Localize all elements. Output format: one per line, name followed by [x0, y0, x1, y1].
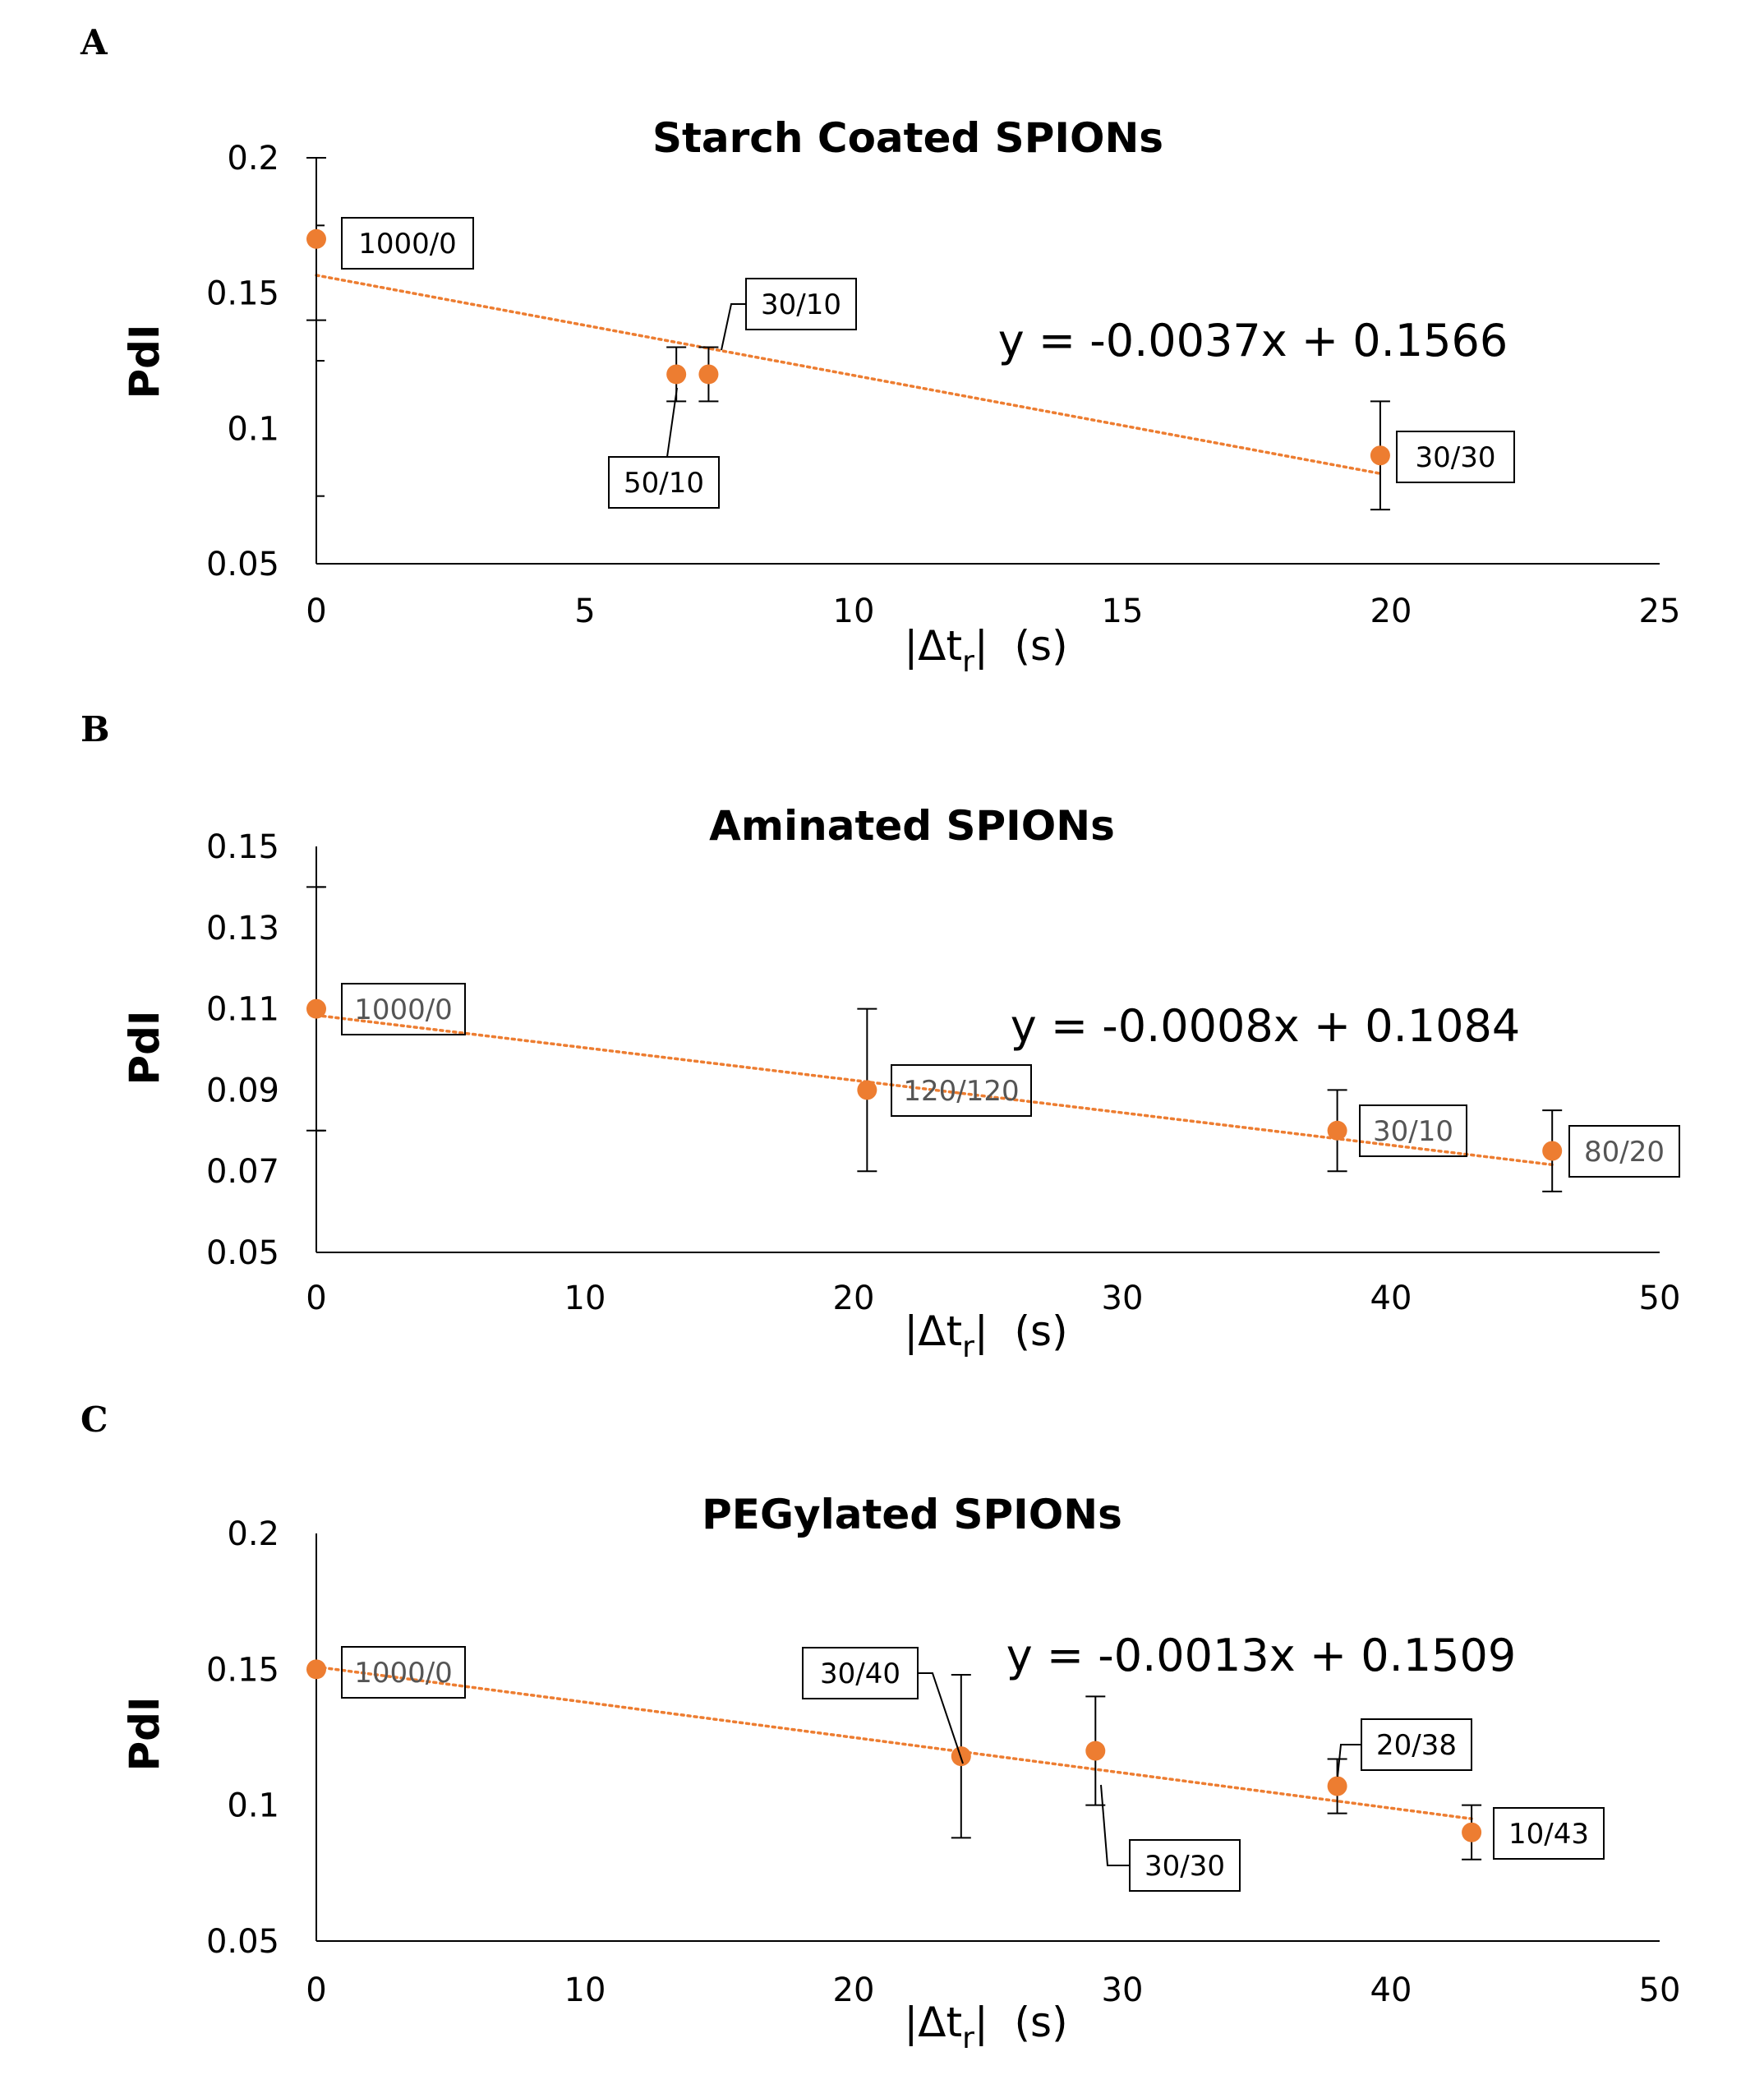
point-label-box: [802, 1647, 919, 1699]
panel-letter-b: B: [81, 709, 110, 749]
data-point: [306, 1659, 326, 1680]
point-label-box: [1359, 1104, 1467, 1157]
y-tick-label: 0.2: [227, 1515, 279, 1553]
y-axis-title-a: PdI: [121, 324, 168, 399]
y-axis-title-b: PdI: [121, 1010, 168, 1085]
point-label-box: [1568, 1125, 1680, 1178]
chart-title-c: PEGylated SPIONs: [702, 1491, 1122, 1538]
data-point: [306, 228, 326, 249]
point-label-box: [1129, 1839, 1241, 1892]
point-label-box: [1493, 1807, 1605, 1860]
point-label-box: [341, 217, 474, 270]
point-label-box: [1361, 1718, 1472, 1771]
point-label: 30/40: [820, 1658, 900, 1690]
label-leader-line: [666, 387, 678, 458]
chart-title-b: Aminated SPIONs: [709, 802, 1115, 850]
data-point: [1327, 1120, 1347, 1141]
point-label-box: [1396, 431, 1515, 483]
x-axis-title-b: |Δtr| (s): [904, 1307, 1067, 1364]
x-tick-label: 50: [1639, 1280, 1681, 1317]
point-label-box: [608, 456, 720, 509]
data-point: [1370, 445, 1390, 466]
x-tick-label: 10: [564, 1971, 606, 2009]
data-point: [306, 998, 326, 1019]
point-label: 1000/0: [354, 1657, 453, 1690]
data-point: [1085, 1741, 1106, 1761]
y-tick-label: 0.15: [206, 275, 279, 313]
label-leader-line: [918, 1672, 964, 1764]
x-tick-label: 0: [306, 593, 326, 630]
panel-c: C PEGylated SPIONs 0.05 0.1 0.15 0.2 0 10 20 30 40…: [81, 1399, 1680, 2055]
data-point: [1462, 1822, 1482, 1842]
y-tick-label: 0.11: [206, 991, 279, 1029]
x-tick-label: 30: [1102, 1280, 1144, 1317]
label-leader-line: [721, 303, 746, 351]
point-label-box: [745, 278, 857, 330]
y-tick-label: 0.13: [206, 910, 279, 948]
point-label-box: [341, 983, 466, 1035]
x-tick-label: 10: [564, 1280, 606, 1317]
data-point: [1327, 1776, 1347, 1796]
y-tick-label: 0.15: [206, 828, 279, 866]
x-tick-label: 40: [1370, 1280, 1412, 1317]
x-axis-title-a: |Δtr| (s): [904, 622, 1067, 679]
point-label: 30/10: [761, 288, 841, 321]
label-leader-line: [1337, 1744, 1361, 1778]
x-tick-label: 10: [833, 593, 875, 630]
point-label: 30/30: [1416, 441, 1496, 474]
data-point: [1542, 1141, 1563, 1161]
y-tick-label: 0.09: [206, 1072, 279, 1109]
x-tick-label: 0: [306, 1280, 326, 1317]
point-label: 20/38: [1376, 1729, 1457, 1762]
x-tick-label: 5: [574, 593, 595, 630]
x-tick-label: 20: [833, 1971, 875, 2009]
trendline-equation-a: y = -0.0037x + 0.1566: [998, 315, 1508, 367]
point-label: 1000/0: [358, 228, 457, 261]
data-point: [666, 364, 687, 385]
point-label: 50/10: [624, 467, 704, 500]
x-tick-label: 0: [306, 1971, 326, 2009]
x-tick-label: 20: [833, 1280, 875, 1317]
x-tick-label: 20: [1370, 593, 1412, 630]
y-tick-label: 0.05: [206, 1923, 279, 1961]
y-tick-label: 0.15: [206, 1651, 279, 1689]
x-tick-label: 50: [1639, 1971, 1681, 2009]
point-label: 30/30: [1145, 1850, 1225, 1883]
panel-a: A Starch Coated SPIONs 0.05 0.1 0.15 0.2 0 5 10 1…: [80, 22, 1680, 679]
y-tick-label: 0.05: [206, 546, 279, 583]
trendline-a: [315, 274, 1382, 475]
y-tick-label: 0.07: [206, 1153, 279, 1191]
point-label-box: [341, 1646, 466, 1699]
y-tick-label: 0.2: [227, 140, 279, 178]
y-tick-label: 0.1: [227, 410, 279, 448]
point-label-box: [891, 1064, 1032, 1117]
point-label: 1000/0: [354, 994, 453, 1026]
x-tick-label: 40: [1370, 1971, 1412, 2009]
data-point: [857, 1080, 877, 1100]
x-axis-title-c: |Δtr| (s): [904, 1999, 1067, 2055]
point-label: 30/10: [1373, 1115, 1453, 1148]
label-leader-line: [1100, 1784, 1130, 1866]
y-axis-title-c: PdI: [121, 1696, 168, 1771]
y-tick-label: 0.05: [206, 1234, 279, 1272]
panel-letter-c: C: [81, 1399, 108, 1440]
trendline-equation-b: y = -0.0008x + 0.1084: [1011, 1000, 1520, 1052]
x-tick-label: 25: [1639, 593, 1681, 630]
point-label: 120/120: [903, 1075, 1019, 1108]
point-label: 10/43: [1508, 1818, 1589, 1851]
trendline-equation-c: y = -0.0013x + 0.1509: [1006, 1630, 1516, 1681]
y-tick-label: 0.1: [227, 1787, 279, 1825]
trendline-c: [315, 1665, 1473, 1820]
chart-title-a: Starch Coated SPIONs: [652, 114, 1163, 162]
panel-letter-a: A: [80, 22, 108, 62]
x-tick-label: 30: [1102, 1971, 1144, 2009]
x-tick-label: 15: [1102, 593, 1144, 630]
data-point: [698, 364, 719, 385]
point-label: 80/20: [1584, 1136, 1665, 1169]
panel-b: B Aminated SPIONs 0.05 0.07 0.09 0.11 0.13 0.15…: [81, 709, 1680, 1364]
trendline-b: [315, 1013, 1554, 1167]
